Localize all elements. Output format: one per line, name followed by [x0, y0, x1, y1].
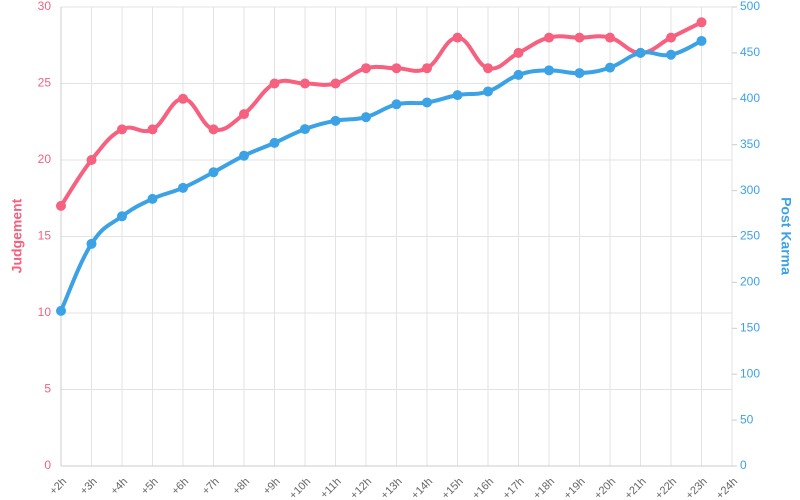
data-point	[330, 78, 341, 89]
y-axis-title: Judgement	[9, 198, 25, 273]
x-tick-label: +17h	[501, 476, 527, 500]
x-tick-label: +4h	[108, 476, 130, 498]
y-tick-label: 25	[38, 76, 52, 90]
data-point	[635, 47, 646, 58]
data-point	[56, 305, 66, 316]
series-line	[59, 38, 704, 313]
x-tick-label: +3h	[78, 476, 100, 498]
x-tick-label: +15h	[440, 476, 466, 500]
data-point	[361, 63, 371, 74]
data-point	[483, 63, 493, 74]
x-tick-label: +6h	[169, 476, 191, 498]
y-tick-label: 20	[38, 152, 52, 166]
data-point	[574, 32, 585, 43]
y2-tick-label: 0	[740, 458, 747, 472]
data-point	[483, 86, 493, 97]
y-tick-label: 15	[38, 229, 52, 243]
data-point	[513, 69, 524, 80]
data-point	[117, 124, 127, 135]
x-tick-label: +9h	[261, 476, 283, 498]
x-tick-label: +22h	[653, 476, 679, 500]
data-point	[544, 32, 554, 43]
x-tick-label: +23h	[684, 476, 710, 500]
data-point	[178, 93, 188, 104]
data-point	[269, 78, 280, 89]
data-point	[605, 32, 615, 43]
data-point	[208, 124, 219, 135]
data-point	[574, 68, 585, 79]
data-point	[117, 211, 127, 222]
data-point	[696, 35, 707, 46]
y2-tick-label: 150	[740, 320, 760, 334]
data-point	[239, 109, 249, 120]
y-tick-label: 0	[44, 458, 51, 472]
data-point	[544, 65, 554, 76]
y-tick-label: 5	[44, 382, 51, 396]
y-tick-label: 10	[38, 305, 52, 319]
data-point	[666, 49, 676, 60]
y-tick-label: 30	[38, 0, 52, 13]
x-tick-label: +10h	[287, 476, 313, 500]
x-tick-label: +8h	[230, 476, 252, 498]
data-point	[269, 137, 280, 148]
data-point	[422, 97, 432, 108]
x-tick-label: +11h	[318, 476, 343, 500]
data-point	[300, 78, 310, 89]
x-tick-label: +21h	[623, 476, 649, 500]
x-tick-label: +19h	[562, 476, 588, 500]
y2-tick-label: 250	[740, 229, 760, 243]
x-tick-label: +5h	[139, 476, 161, 498]
data-point	[178, 182, 188, 193]
data-point	[696, 17, 707, 28]
series-line	[59, 20, 704, 208]
data-point	[391, 99, 402, 110]
data-point	[422, 63, 432, 74]
data-point	[391, 63, 402, 74]
data-point	[56, 200, 66, 211]
data-point	[452, 90, 463, 101]
y2-tick-label: 50	[740, 412, 754, 426]
data-point	[208, 167, 219, 178]
data-point	[452, 32, 463, 43]
x-tick-label: +20h	[592, 476, 618, 500]
y2-tick-label: 200	[740, 275, 760, 289]
data-point	[666, 32, 676, 43]
data-point	[361, 112, 371, 123]
x-tick-label: +12h	[348, 476, 374, 500]
y2-tick-label: 500	[740, 0, 760, 13]
data-point	[239, 150, 249, 161]
y2-tick-label: 300	[740, 183, 760, 197]
y2-tick-label: 400	[740, 91, 760, 105]
x-tick-label: +2h	[47, 476, 69, 498]
data-point	[86, 238, 97, 249]
y2-tick-label: 350	[740, 137, 760, 151]
data-point	[330, 115, 341, 126]
x-tick-label: +7h	[200, 476, 222, 498]
y2-axis-title: Post Karma	[778, 197, 794, 275]
y2-tick-label: 450	[740, 45, 760, 59]
data-point	[605, 62, 615, 73]
x-tick-label: +13h	[379, 476, 405, 500]
x-tick-label: +14h	[409, 476, 435, 500]
data-point	[86, 155, 97, 165]
data-point	[147, 124, 158, 135]
data-point	[513, 47, 524, 58]
x-tick-label: +16h	[470, 476, 496, 500]
data-point	[147, 193, 158, 204]
x-tick-label: +24h	[714, 476, 740, 500]
x-tick-label: +18h	[531, 476, 557, 500]
data-point	[300, 124, 310, 135]
y2-tick-label: 100	[740, 366, 760, 380]
